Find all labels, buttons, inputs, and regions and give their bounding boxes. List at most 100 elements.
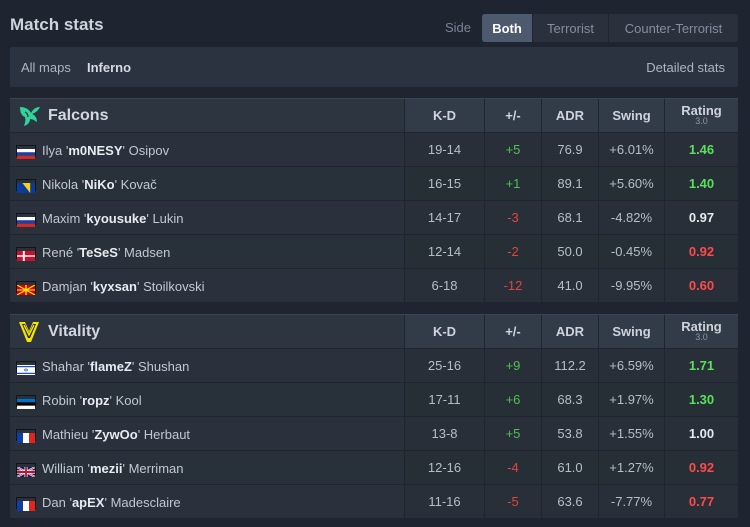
player-swing: +1.97% [598, 383, 664, 416]
player-plus-minus: -2 [484, 235, 541, 268]
team-name[interactable]: Falcons [48, 107, 109, 124]
falcons-logo-icon [16, 103, 42, 129]
player-name-link[interactable]: Robin 'ropz' Kool [42, 393, 142, 408]
all-maps-link[interactable]: All maps [21, 60, 71, 75]
player-nickname: kyousuke [86, 211, 147, 226]
player-swing: -7.77% [598, 485, 664, 518]
player-row: Shahar 'flameZ' Shushan 25-16 +9 112.2 +6.59… [10, 348, 738, 382]
player-kd: 16-15 [404, 167, 484, 200]
player-nickname: ropz [82, 393, 110, 408]
player-rating: 0.77 [664, 485, 738, 518]
player-adr: 50.0 [541, 235, 598, 268]
player-last-name: Lukin [152, 211, 184, 226]
player-adr: 63.6 [541, 485, 598, 518]
flag-fr-icon [16, 429, 36, 443]
player-first-name: Ilya [42, 143, 63, 158]
player-plus-minus: -4 [484, 451, 541, 484]
team-table-falcons: Falcons K-D +/- ADR Swing Rating 3.0 Ilya 'm0NE… [10, 98, 738, 302]
player-kd: 12-16 [404, 451, 484, 484]
flag-ru-icon [16, 145, 36, 159]
player-swing: -9.95% [598, 269, 664, 302]
col-header-swing[interactable]: Swing [598, 99, 664, 132]
player-name-link[interactable]: Shahar 'flameZ' Shushan [42, 359, 190, 374]
player-last-name: Merriman [128, 461, 184, 476]
flag-mk-icon [16, 281, 36, 296]
map-inferno-tab[interactable]: Inferno [87, 60, 132, 75]
col-header-rating[interactable]: Rating 3.0 [664, 99, 738, 132]
side-both-button[interactable]: Both [482, 14, 532, 42]
player-plus-minus: +1 [484, 167, 541, 200]
player-row: Mathieu 'ZywOo' Herbaut 13-8 +5 53.8 +1.55% 1… [10, 416, 738, 450]
player-plus-minus: +5 [484, 417, 541, 450]
col-header-adr[interactable]: ADR [541, 315, 598, 348]
player-nickname: kyxsan [92, 279, 137, 294]
player-last-name: Herbaut [143, 427, 191, 442]
player-adr: 53.8 [541, 417, 598, 450]
rating-label: Rating [681, 318, 722, 334]
player-rating: 0.92 [664, 235, 738, 268]
player-plus-minus: +9 [484, 349, 541, 382]
player-kd: 17-11 [404, 383, 484, 416]
col-header-rating[interactable]: Rating 3.0 [664, 315, 738, 348]
player-name-link[interactable]: Damjan 'kyxsan' Stoilkovski [42, 279, 205, 294]
col-header-adr[interactable]: ADR [541, 99, 598, 132]
player-kd: 25-16 [404, 349, 484, 382]
detailed-stats-link[interactable]: Detailed stats [646, 60, 725, 75]
player-row: Ilya 'm0NESY' Osipov 19-14 +5 76.9 +6.01% 1.4… [10, 132, 738, 166]
col-header-plus-minus[interactable]: +/- [484, 99, 541, 132]
player-row: Nikola 'NiKo' Kovač 16-15 +1 89.1 +5.60% 1.40 [10, 166, 738, 200]
player-kd: 12-14 [404, 235, 484, 268]
player-adr: 112.2 [541, 349, 598, 382]
side-terrorist-button[interactable]: Terrorist [532, 14, 608, 42]
player-rating: 0.92 [664, 451, 738, 484]
side-ct-button[interactable]: Counter-Terrorist [608, 14, 738, 42]
player-name-link[interactable]: Mathieu 'ZywOo' Herbaut [42, 427, 191, 442]
player-name-link[interactable]: Dan 'apEX' Madesclaire [42, 495, 181, 510]
player-first-name: Maxim [42, 211, 81, 226]
player-first-name: René [42, 245, 74, 260]
player-name-link[interactable]: Maxim 'kyousuke' Lukin [42, 211, 184, 226]
page-title: Match stats [10, 15, 104, 34]
flag-ba-icon [16, 179, 36, 193]
player-name-link[interactable]: Ilya 'm0NESY' Osipov [42, 143, 170, 158]
flag-ru-icon [16, 213, 36, 227]
player-nickname: apEX [71, 495, 105, 510]
player-name-link[interactable]: Nikola 'NiKo' Kovač [42, 177, 157, 192]
col-header-kd[interactable]: K-D [404, 99, 484, 132]
player-nickname: flameZ [90, 359, 132, 374]
team-name[interactable]: Vitality [48, 323, 101, 340]
maps-bar: All maps Inferno Detailed stats [10, 47, 738, 87]
team-header: Vitality K-D +/- ADR Swing Rating 3.0 [10, 314, 738, 348]
player-swing: +5.60% [598, 167, 664, 200]
player-name-link[interactable]: William 'mezii' Merriman [42, 461, 184, 476]
player-kd: 13-8 [404, 417, 484, 450]
player-first-name: Dan [42, 495, 66, 510]
player-nickname: m0NESY [68, 143, 123, 158]
player-adr: 61.0 [541, 451, 598, 484]
player-nickname: TeSeS [79, 245, 118, 260]
flag-gb-icon [16, 463, 36, 478]
player-first-name: Damjan [42, 279, 87, 294]
player-plus-minus: +5 [484, 133, 541, 166]
player-row: Damjan 'kyxsan' Stoilkovski 6-18 -12 41.0 -9… [10, 268, 738, 302]
player-row: René 'TeSeS' Madsen 12-14 -2 50.0 -0.45% 0.92 [10, 234, 738, 268]
team-header: Falcons K-D +/- ADR Swing Rating 3.0 [10, 98, 738, 132]
player-first-name: Mathieu [42, 427, 89, 442]
match-stats-header: Match stats Side Both Terrorist Counter-… [0, 0, 750, 46]
player-last-name: Osipov [128, 143, 170, 158]
player-rating: 1.71 [664, 349, 738, 382]
player-adr: 68.1 [541, 201, 598, 234]
player-kd: 19-14 [404, 133, 484, 166]
player-first-name: Shahar [42, 359, 84, 374]
rating-label: Rating [681, 102, 722, 118]
player-swing: +6.59% [598, 349, 664, 382]
col-header-plus-minus[interactable]: +/- [484, 315, 541, 348]
side-toggle: Both Terrorist Counter-Terrorist [482, 14, 738, 42]
col-header-kd[interactable]: K-D [404, 315, 484, 348]
player-swing: -0.45% [598, 235, 664, 268]
player-name-link[interactable]: René 'TeSeS' Madsen [42, 245, 171, 260]
player-rating: 0.97 [664, 201, 738, 234]
player-last-name: Kovač [120, 177, 157, 192]
flag-fr-icon [16, 497, 36, 511]
col-header-swing[interactable]: Swing [598, 315, 664, 348]
